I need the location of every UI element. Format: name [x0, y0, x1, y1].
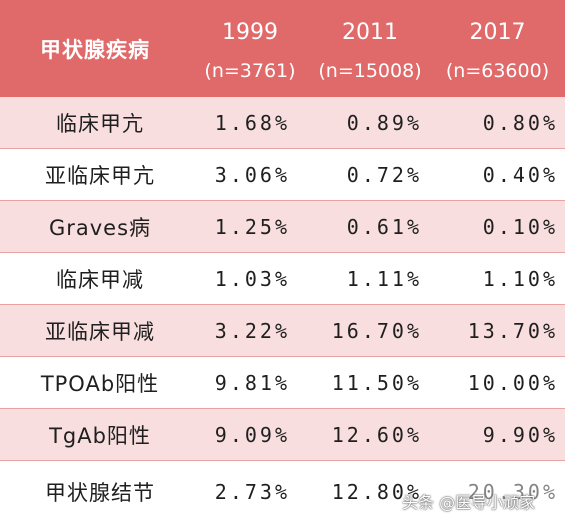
- value-2017: 0.10%: [482, 214, 558, 239]
- table-row: 亚临床甲亢 3.06% 0.72% 0.40%: [0, 149, 565, 201]
- value-1999: 2.73%: [214, 479, 290, 504]
- row-name: Graves病: [48, 215, 152, 240]
- header-year-1999: 1999: [222, 20, 278, 45]
- value-1999: 3.22%: [214, 318, 290, 343]
- table-row: TPOAb阳性 9.81% 11.50% 10.00%: [0, 357, 565, 409]
- value-1999: 1.03%: [214, 266, 290, 291]
- value-2017: 1.10%: [482, 266, 558, 291]
- value-2017: 13.70%: [467, 318, 558, 343]
- value-2011: 16.70%: [331, 318, 422, 343]
- table-row: 亚临床甲减 3.22% 16.70% 13.70%: [0, 305, 565, 357]
- table-row: 临床甲减 1.03% 1.11% 1.10%: [0, 253, 565, 305]
- header-disease: 甲状腺疾病: [40, 37, 150, 62]
- header-year-2011: 2011: [342, 20, 398, 45]
- value-1999: 9.81%: [214, 370, 290, 395]
- value-2011: 0.61%: [346, 214, 422, 239]
- row-name: 甲状腺结节: [45, 480, 155, 505]
- value-2011: 0.89%: [346, 110, 422, 135]
- row-name: 亚临床甲亢: [45, 163, 155, 188]
- header-n-2017: (n=63600): [445, 60, 550, 82]
- value-2011: 0.72%: [346, 162, 422, 187]
- table-row: TgAb阳性 9.09% 12.60% 9.90%: [0, 409, 565, 461]
- row-name: 临床甲亢: [56, 111, 144, 136]
- row-name: TgAb阳性: [49, 423, 151, 448]
- watermark: 头条 @医导小顽家: [402, 493, 536, 512]
- value-1999: 1.68%: [214, 110, 290, 135]
- value-2011: 12.60%: [331, 422, 422, 447]
- value-1999: 3.06%: [214, 162, 290, 187]
- value-1999: 1.25%: [214, 214, 290, 239]
- value-2017: 0.40%: [482, 162, 558, 187]
- value-2017: 20.30%: [467, 479, 558, 504]
- value-2011: 11.50%: [331, 370, 422, 395]
- table-row: 临床甲亢 1.68% 0.89% 0.80%: [0, 97, 565, 149]
- header-year-2017: 2017: [469, 20, 526, 45]
- value-2017: 0.80%: [482, 110, 558, 135]
- row-name: 亚临床甲减: [45, 319, 155, 344]
- value-1999: 9.09%: [214, 422, 290, 447]
- row-name: 临床甲减: [56, 267, 144, 292]
- header-n-1999: (n=3761): [204, 60, 296, 82]
- row-name: TPOAb阳性: [40, 371, 160, 396]
- value-2011: 1.11%: [346, 266, 422, 291]
- table-header: 甲状腺疾病 1999 (n=3761) 2011 (n=15008) 2017 …: [0, 0, 565, 97]
- table-row: 甲状腺结节 2.73% 12.80% 20.30%: [0, 461, 565, 522]
- value-2017: 9.90%: [482, 422, 558, 447]
- value-2017: 10.00%: [467, 370, 558, 395]
- value-2011: 12.80%: [331, 479, 422, 504]
- header-n-2011: (n=15008): [318, 60, 422, 82]
- table-row: Graves病 1.25% 0.61% 0.10%: [0, 201, 565, 253]
